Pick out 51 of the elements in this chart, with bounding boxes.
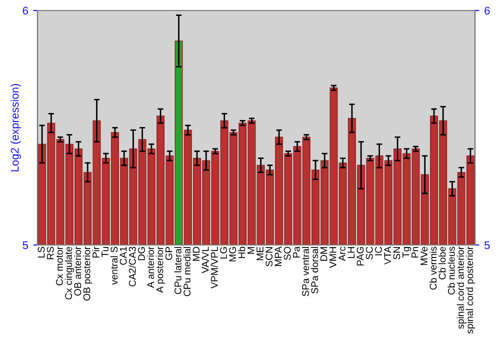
x-tick-label: Tu	[102, 247, 108, 258]
x-tick-label: CA1	[120, 246, 127, 265]
x-tick-label: DG	[138, 247, 145, 260]
x-tick-label: SPa ventral	[302, 247, 309, 296]
x-tick-label: Pa	[293, 246, 300, 258]
x-tick-label: spinal cord anterior	[456, 246, 466, 329]
y-axis-title: Log2 (expression)	[10, 84, 21, 172]
x-tick-label: VTA	[384, 246, 391, 265]
x-tick-label: CPu medial	[183, 247, 190, 296]
x-tick-label: DM	[320, 247, 328, 261]
x-tick-label: VPM/VPL	[210, 246, 218, 288]
x-tick-label: OB posterior	[83, 246, 92, 300]
x-tick-label: CPu lateral	[174, 247, 182, 294]
x-tick-label: MPA	[274, 246, 282, 266]
x-tick-label: VA/VL	[202, 246, 209, 274]
x-tick-label: CA2/CA3	[128, 246, 136, 286]
x-tick-label: IC	[375, 246, 382, 256]
x-tick-label: MVe	[420, 246, 428, 266]
x-tick-label: GP	[165, 246, 172, 260]
x-tick-label: Cb nucleus	[448, 246, 455, 295]
x-tick-label: Cb lobe	[438, 246, 446, 280]
x-tick-label: VMH	[330, 247, 336, 268]
x-tick-label: A anterior	[146, 246, 154, 288]
y2-tick-label: 5	[484, 241, 490, 250]
x-tick-label: MG	[229, 247, 236, 262]
x-tick-label: A posterior	[156, 246, 166, 293]
x-tick-label: M	[248, 247, 254, 254]
x-tick-label: SPa dorsal	[310, 247, 318, 294]
x-tick-label: RS	[46, 246, 54, 260]
x-tick-label: Cx cingulate	[64, 246, 74, 300]
x-tick-label: LG	[220, 247, 227, 259]
x-tick-label: Arc	[338, 246, 346, 261]
x-tick-label: Pir	[92, 246, 100, 258]
x-tick-label: PAG	[356, 247, 364, 266]
y2-tick-label: 6	[484, 6, 490, 15]
x-tick-label: SCN	[266, 247, 273, 266]
x-tick-label: SO	[284, 246, 291, 260]
x-tick-label: ME	[256, 246, 264, 260]
x-tick-label: MD	[192, 246, 200, 261]
x-tick-label: Cx motor	[56, 246, 63, 286]
x-tick-label: Pn	[412, 247, 418, 258]
x-tick-label: SC	[366, 246, 373, 260]
x-tick-label: Cb vermis	[429, 246, 437, 290]
x-tick-label: SN	[393, 247, 400, 260]
x-tick-label: OB anterior	[74, 246, 82, 296]
x-tick-label: Tg	[402, 247, 412, 258]
x-tick-label: LS	[38, 246, 45, 258]
x-tick-label: LH	[348, 247, 354, 258]
x-tick-label: ventral S	[110, 246, 118, 285]
x-tick-label: Hb	[238, 246, 246, 258]
x-tick-label: spinal cord posterior	[466, 246, 475, 334]
